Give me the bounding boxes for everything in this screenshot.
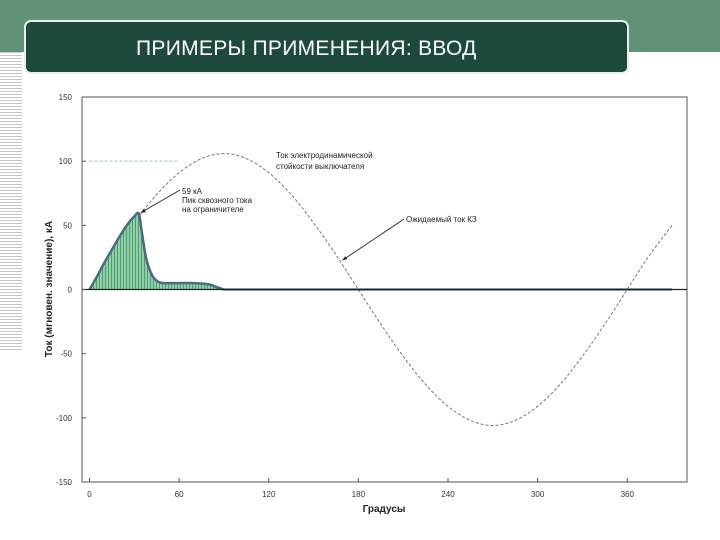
x-tick-label: 60 <box>175 490 184 499</box>
y-axis-title: Ток (мгновен. значение), кА <box>44 221 55 357</box>
y-tick-label: -50 <box>60 350 72 359</box>
annotation-arrow <box>140 189 181 214</box>
annotation-label: Ожидаемый ток КЗ <box>406 215 477 224</box>
annotations: 59 кА Пик сквозного тока на ограничителе То… <box>140 151 477 261</box>
y-tick-label: -100 <box>56 414 73 423</box>
x-tick-label: 360 <box>621 490 635 499</box>
y-ticks: 150 100 50 0 -50 -100 -150 <box>56 93 86 487</box>
prospective-current-line <box>89 152 673 427</box>
y-tick-label: 50 <box>63 221 72 230</box>
arrow-head <box>140 208 146 213</box>
slide-title: ПРИМЕРЫ ПРИМЕНЕНИЯ: ВВОД <box>136 37 477 60</box>
x-tick-label: 240 <box>441 490 455 499</box>
y-tick-label: -150 <box>56 478 73 487</box>
annotation-arrow <box>342 218 405 261</box>
y-tick-label: 100 <box>59 157 73 166</box>
y-tick-label: 0 <box>68 286 73 295</box>
y-tick-label: 150 <box>59 93 73 102</box>
x-axis-title: Градусы <box>363 504 406 515</box>
x-tick-label: 300 <box>531 490 545 499</box>
decorative-stripes <box>0 52 22 352</box>
x-tick-label: 0 <box>87 490 92 499</box>
title-bar: ПРИМЕРЫ ПРИМЕНЕНИЯ: ВВОД <box>24 20 629 74</box>
annotation-label: 59 кА Пик сквозного тока на ограничителе <box>182 187 253 214</box>
arrow-head <box>342 256 348 261</box>
x-tick-label: 180 <box>352 490 366 499</box>
limited-current-line <box>88 211 225 291</box>
x-ticks: 0 60 120 180 240 300 360 <box>87 478 634 499</box>
annotation-label: Ток электродинамической стойкости выключа… <box>276 151 373 171</box>
x-tick-label: 120 <box>262 490 276 499</box>
